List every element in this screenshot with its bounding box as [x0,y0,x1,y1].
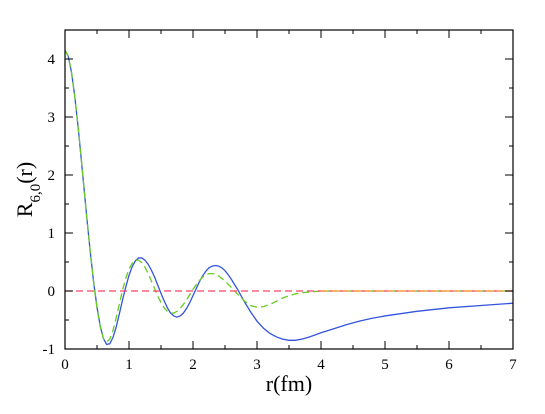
x-tick-label: 7 [509,357,517,373]
y-tick-label: 4 [48,52,56,68]
x-axis-label: r(fm) [266,371,312,396]
x-axis-ticks: 0 1 2 3 4 5 6 7 [61,30,517,373]
plot-frame [64,29,514,350]
y-tick-label: 0 [48,284,56,300]
x-tick-label: 1 [125,357,133,373]
y-axis-label-base: R [12,202,37,217]
y-axis-label-subscript: 6,0 [28,184,44,203]
y-axis-label: R6,0(r) [12,162,44,217]
series-line-2 [64,49,513,343]
series-line-1 [64,49,514,346]
x-tick-label: 2 [189,357,197,373]
y-tick-label: 2 [48,168,56,184]
series-layer [64,49,514,346]
y-tick-label: -1 [43,342,56,358]
x-tick-label: 5 [381,357,389,373]
x-tick-label: 0 [61,357,69,373]
y-axis-ticks: -1 0 1 2 3 4 [43,29,513,358]
y-axis-label-suffix: (r) [12,162,37,184]
x-tick-label: 3 [253,357,261,373]
x-tick-label: 6 [445,357,453,373]
y-tick-label: 3 [48,110,56,126]
y-tick-label: 1 [48,226,56,242]
x-tick-label: 4 [317,357,325,373]
